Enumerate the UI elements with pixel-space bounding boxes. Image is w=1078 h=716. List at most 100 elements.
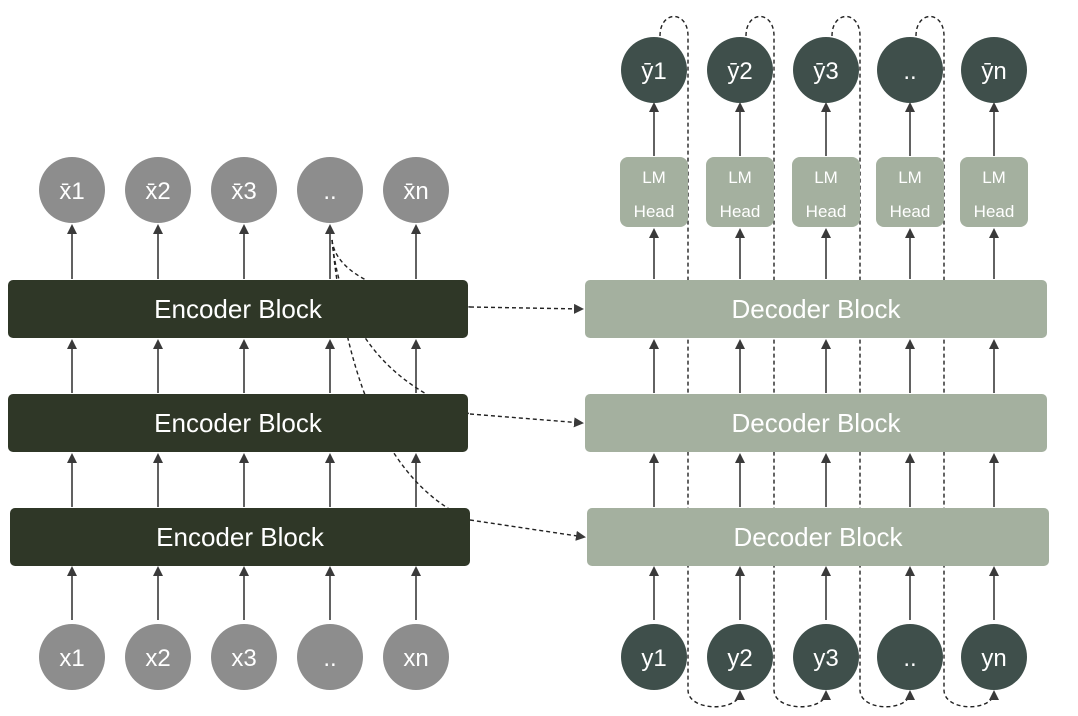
node-label: xn bbox=[403, 645, 428, 672]
decoder-block-label: Decoder Block bbox=[733, 522, 903, 552]
encoder-input-node: .. bbox=[297, 624, 363, 690]
encoder-block: Encoder Block bbox=[8, 280, 468, 338]
node-label: y3 bbox=[813, 645, 838, 672]
encoder-block: Encoder Block bbox=[10, 508, 470, 566]
arrows-layer bbox=[67, 102, 999, 620]
dashed-connector bbox=[745, 16, 831, 708]
encoder-output-node: x̄3 bbox=[211, 157, 277, 223]
node-circle bbox=[39, 157, 105, 223]
lm-head-box bbox=[792, 157, 860, 227]
node-circle bbox=[961, 37, 1027, 103]
decoder-input-node: y2 bbox=[707, 624, 773, 690]
encoder-block: Encoder Block bbox=[8, 394, 468, 452]
lm-head: LM Head bbox=[620, 157, 688, 227]
node-label: x̄n bbox=[403, 178, 428, 205]
dashed-connector bbox=[831, 16, 915, 708]
decoder-input-node: .. bbox=[877, 624, 943, 690]
decoder-block: Decoder Block bbox=[585, 394, 1047, 452]
decoder-block-label: Decoder Block bbox=[731, 408, 901, 438]
node-circle bbox=[621, 624, 687, 690]
node-circle bbox=[793, 624, 859, 690]
decoder-output-node: ȳ3 bbox=[793, 37, 859, 103]
node-circle bbox=[211, 157, 277, 223]
node-circle bbox=[125, 624, 191, 690]
node-circle bbox=[383, 157, 449, 223]
lm-head-box bbox=[620, 157, 688, 227]
dashed-connector bbox=[659, 16, 745, 708]
node-circle bbox=[877, 624, 943, 690]
node-circle bbox=[877, 37, 943, 103]
decoder-block: Decoder Block bbox=[585, 280, 1047, 338]
node-circle bbox=[707, 37, 773, 103]
node-circle bbox=[707, 624, 773, 690]
node-circle bbox=[125, 157, 191, 223]
decoder-output-node: .. bbox=[877, 37, 943, 103]
node-label: ȳ2 bbox=[727, 58, 752, 85]
lm-head: LM Head bbox=[706, 157, 774, 227]
dashed-layer bbox=[331, 16, 999, 708]
decoder-input-node: y3 bbox=[793, 624, 859, 690]
encoder-input-node: xn bbox=[383, 624, 449, 690]
encoder-input-node: x2 bbox=[125, 624, 191, 690]
lm-head-label-line1: LM bbox=[728, 168, 752, 187]
encoder-block-label: Encoder Block bbox=[156, 522, 325, 552]
encoder-block-label: Encoder Block bbox=[154, 408, 323, 438]
decoder-output-node: ȳn bbox=[961, 37, 1027, 103]
dashed-connector bbox=[469, 519, 586, 541]
node-circle bbox=[961, 624, 1027, 690]
node-label: ȳn bbox=[981, 58, 1006, 85]
decoder-input-node: y1 bbox=[621, 624, 687, 690]
node-label: x̄2 bbox=[145, 178, 170, 205]
decoder-input-node: yn bbox=[961, 624, 1027, 690]
lm-head: LM Head bbox=[960, 157, 1028, 227]
decoder-block-label: Decoder Block bbox=[731, 294, 901, 324]
lm-head-label-line2: Head bbox=[974, 202, 1015, 221]
encoder-output-node: x̄1 bbox=[39, 157, 105, 223]
node-label: x1 bbox=[59, 645, 84, 672]
node-label: x2 bbox=[145, 645, 170, 672]
node-circle bbox=[39, 624, 105, 690]
lm-head: LM Head bbox=[792, 157, 860, 227]
node-circle bbox=[297, 157, 363, 223]
node-label: x̄3 bbox=[231, 178, 256, 205]
lm-head-box bbox=[876, 157, 944, 227]
lm-head-box bbox=[706, 157, 774, 227]
lm-head-box bbox=[960, 157, 1028, 227]
node-circle bbox=[211, 624, 277, 690]
lm-head-label-line2: Head bbox=[890, 202, 931, 221]
encoder-block-label: Encoder Block bbox=[154, 294, 323, 324]
lm-head-label-line1: LM bbox=[982, 168, 1006, 187]
node-label: y2 bbox=[727, 645, 752, 672]
node-label: .. bbox=[903, 58, 916, 85]
node-label: x̄1 bbox=[59, 178, 84, 205]
decoder-output-node: ȳ2 bbox=[707, 37, 773, 103]
node-label: .. bbox=[323, 178, 336, 205]
encoder-output-node: x̄n bbox=[383, 157, 449, 223]
node-label: ȳ3 bbox=[813, 58, 838, 85]
decoder-output-node: ȳ1 bbox=[621, 37, 687, 103]
encoder-input-node: x1 bbox=[39, 624, 105, 690]
node-label: x3 bbox=[231, 645, 256, 672]
encoder-output-node: x̄2 bbox=[125, 157, 191, 223]
node-label: .. bbox=[903, 645, 916, 672]
encoder-output-node: .. bbox=[297, 157, 363, 223]
node-label: .. bbox=[323, 645, 336, 672]
dashed-connector bbox=[469, 413, 584, 428]
node-circle bbox=[621, 37, 687, 103]
lm-head-label-line1: LM bbox=[814, 168, 838, 187]
lm-head-label-line2: Head bbox=[720, 202, 761, 221]
node-label: yn bbox=[981, 645, 1006, 672]
nodes-layer: x1 x2 x3.. xn x̄1 x̄2 x̄3.. x̄n y1 y2 y3.. yn ȳ1 ȳ2 ȳ3… bbox=[39, 37, 1028, 690]
node-label: y1 bbox=[641, 645, 666, 672]
lm-head-label-line1: LM bbox=[642, 168, 666, 187]
lm-head-label-line2: Head bbox=[806, 202, 847, 221]
encoder-input-node: x3 bbox=[211, 624, 277, 690]
decoder-block: Decoder Block bbox=[587, 508, 1049, 566]
node-label: ȳ1 bbox=[641, 58, 666, 85]
lm-head-label-line2: Head bbox=[634, 202, 675, 221]
node-circle bbox=[793, 37, 859, 103]
dashed-connector bbox=[915, 16, 999, 708]
dashed-connector bbox=[469, 303, 584, 314]
node-circle bbox=[383, 624, 449, 690]
